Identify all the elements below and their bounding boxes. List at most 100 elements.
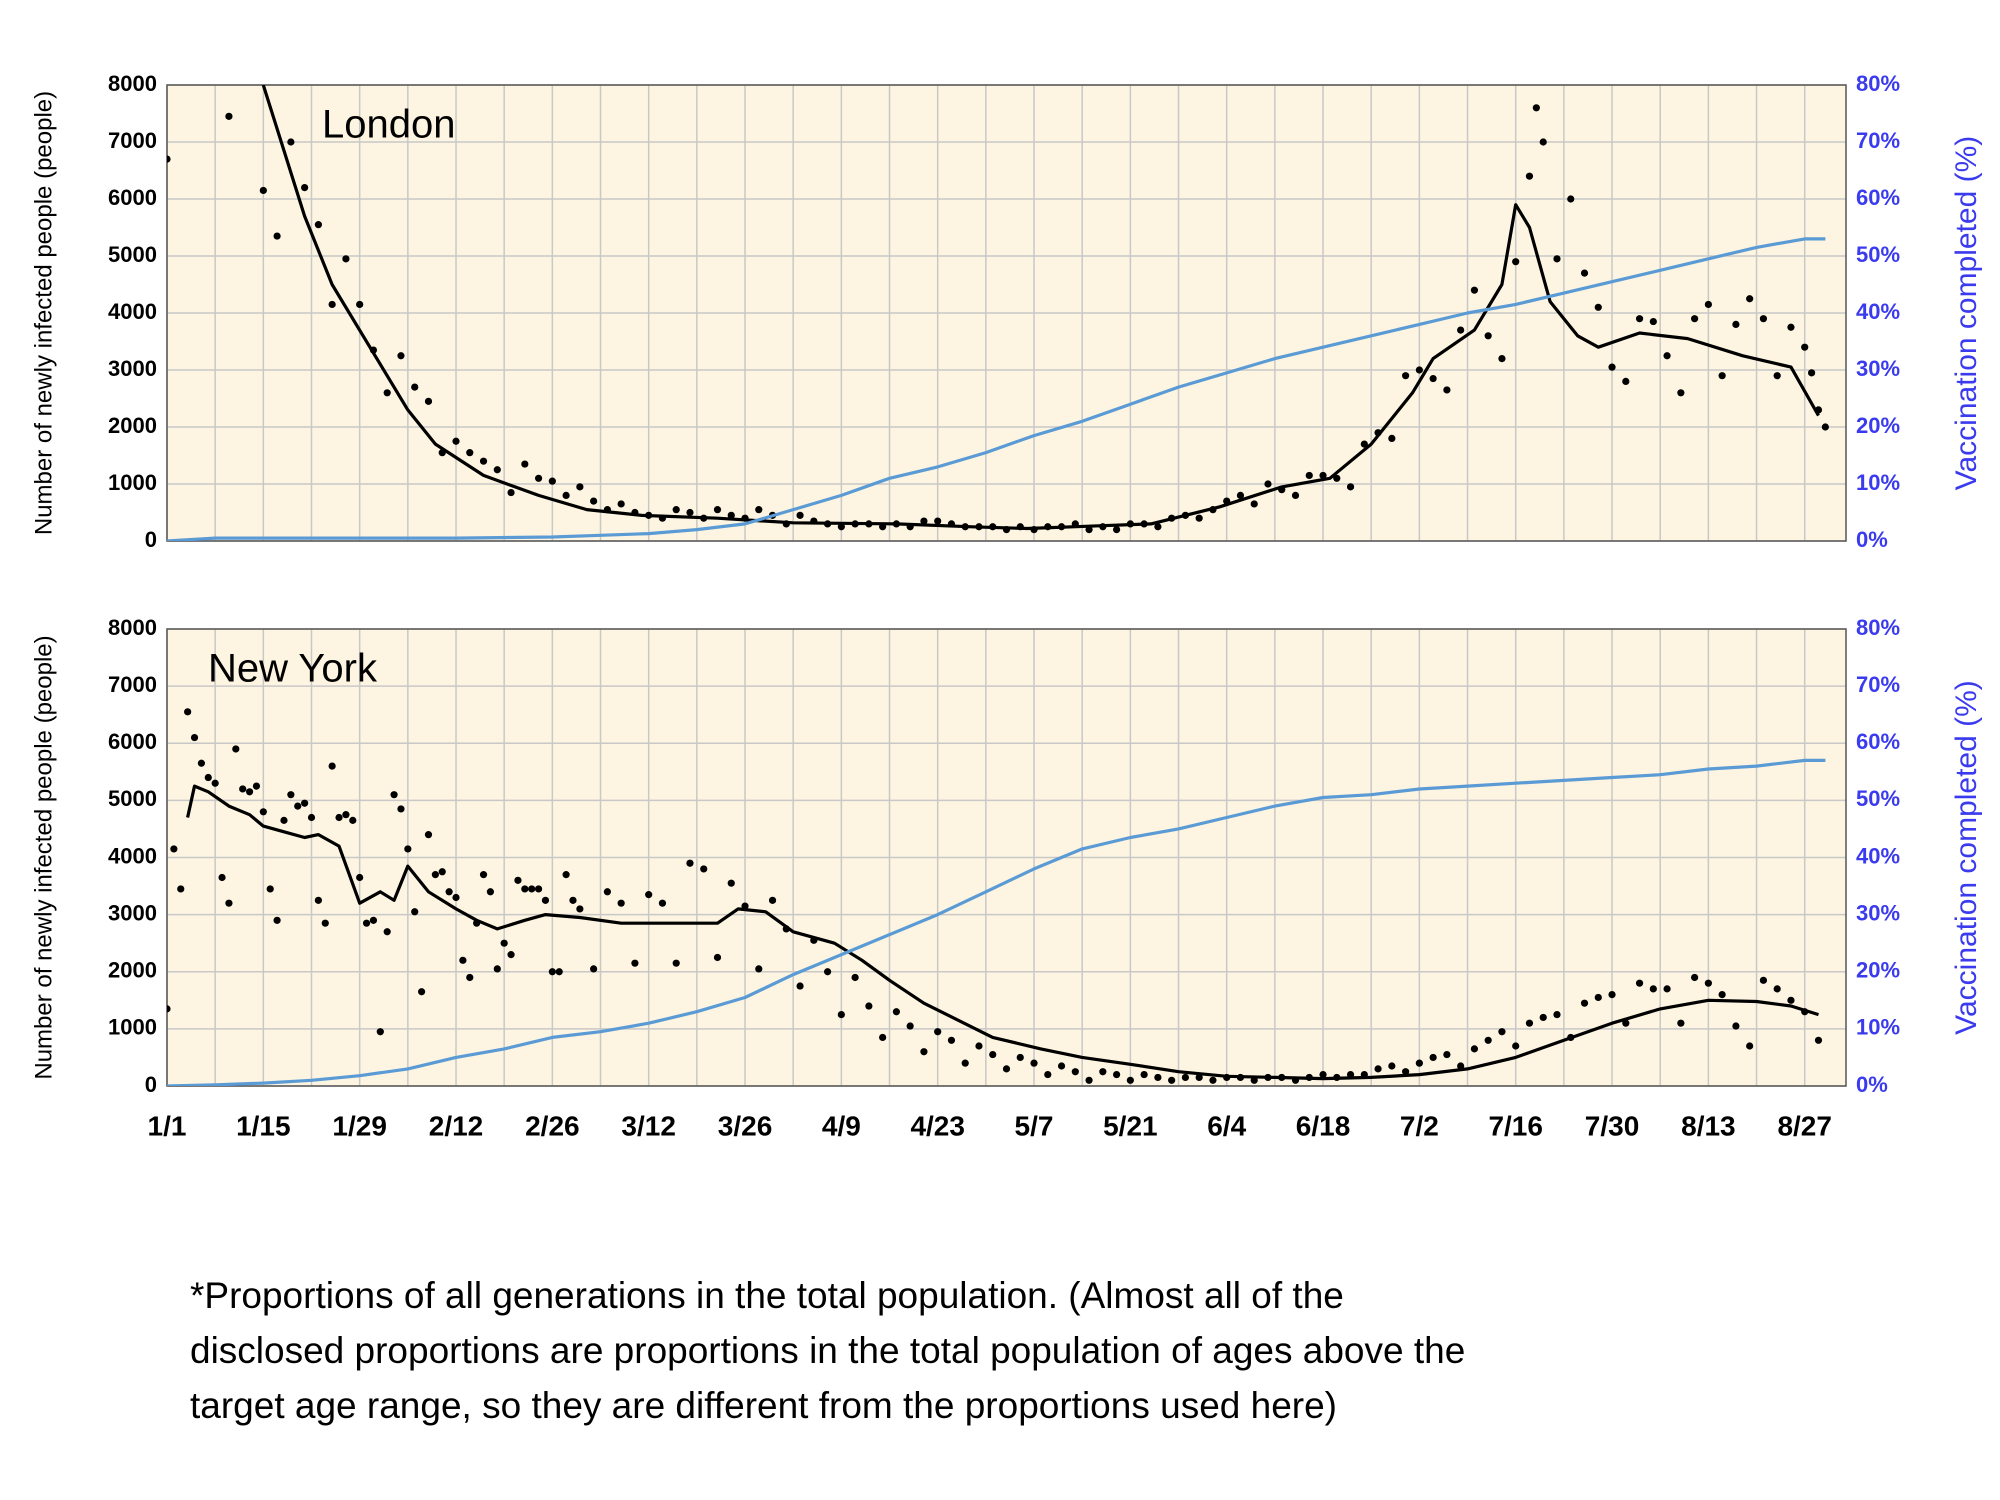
x-tick-label: 1/15 (236, 1110, 291, 1141)
y-tick-label: 3000 (108, 900, 157, 925)
data-point (1457, 1062, 1465, 1070)
data-point (1635, 315, 1644, 323)
data-point (1044, 1070, 1052, 1079)
data-point (865, 1002, 873, 1010)
chart-title: New York (208, 647, 378, 691)
data-point (218, 873, 226, 882)
data-point (541, 896, 550, 904)
x-tick-label: 3/12 (621, 1110, 676, 1141)
data-point (294, 802, 302, 810)
data-point (920, 517, 928, 525)
data-point (1236, 491, 1245, 499)
data-point (167, 155, 171, 163)
data-point (1649, 317, 1657, 326)
data-point (837, 523, 845, 531)
data-point (1195, 514, 1203, 522)
y2-tick-label: 60% (1856, 729, 1900, 754)
data-point (555, 968, 563, 976)
data-point (342, 255, 350, 263)
data-point (947, 1036, 956, 1044)
y-tick-label: 7000 (108, 672, 157, 697)
data-point (1195, 1073, 1203, 1082)
x-tick-label: 8/27 (1777, 1110, 1832, 1141)
y-tick-label: 1000 (108, 1015, 157, 1040)
data-point (245, 788, 254, 796)
data-point (1814, 1036, 1823, 1044)
data-point (301, 799, 309, 807)
data-point (961, 1059, 969, 1067)
data-point (1539, 1013, 1547, 1022)
data-point (466, 973, 474, 982)
data-point (1415, 1059, 1423, 1067)
data-point (1057, 1062, 1066, 1070)
data-point (1071, 1068, 1079, 1076)
data-point (672, 959, 680, 967)
data-point (1732, 1022, 1740, 1030)
data-point (1168, 1076, 1176, 1084)
y-tick-label: 4000 (108, 843, 157, 868)
data-point (1388, 1062, 1396, 1070)
data-point (328, 300, 336, 309)
data-point (576, 905, 584, 913)
y-tick-label: 5000 (108, 786, 157, 811)
y2-tick-label: 30% (1856, 900, 1900, 925)
data-point (479, 457, 488, 465)
data-point (1429, 1053, 1437, 1062)
data-point (1759, 315, 1768, 323)
x-tick-label: 1/29 (332, 1110, 387, 1141)
data-point (1773, 985, 1781, 993)
data-point (390, 791, 398, 799)
trend-line (261, 85, 1820, 531)
series-layer (167, 85, 1829, 541)
data-point (252, 782, 261, 790)
data-point (314, 896, 322, 904)
data-point (452, 893, 460, 902)
data-point (569, 896, 577, 904)
y2-axis-title: Vaccination completed (%) (1950, 136, 1983, 491)
data-point (280, 816, 288, 824)
data-point (975, 1042, 983, 1050)
data-point (1154, 1073, 1162, 1082)
data-point (1181, 1073, 1190, 1082)
y2-tick-label: 40% (1856, 299, 1900, 324)
x-tick-label: 5/7 (1015, 1110, 1054, 1141)
data-point (713, 953, 722, 962)
footnote-line: disclosed proportions are proportions in… (190, 1330, 1466, 1371)
x-tick-label: 7/16 (1488, 1110, 1543, 1141)
y2-tick-label: 20% (1856, 958, 1900, 983)
data-point (301, 184, 309, 192)
data-point (1677, 1019, 1685, 1027)
data-point (225, 899, 233, 907)
data-point (445, 888, 453, 896)
data-point (934, 517, 942, 525)
data-point (466, 449, 474, 457)
x-tick-label: 6/18 (1296, 1110, 1351, 1141)
data-point (1319, 1070, 1327, 1079)
data-point (1525, 172, 1534, 180)
data-point (1649, 985, 1657, 993)
vaccination-line (167, 758, 1826, 1086)
data-point (920, 1048, 928, 1056)
data-point (727, 511, 735, 519)
data-point (1360, 440, 1368, 448)
chart-title: London (322, 103, 455, 147)
trend-line (186, 784, 1819, 1081)
data-point (1443, 1050, 1451, 1059)
data-point (989, 1050, 997, 1059)
data-point (603, 888, 611, 896)
data-point (1346, 483, 1355, 491)
y-tick-label: 2000 (108, 413, 157, 438)
x-tick-label: 1/1 (148, 1110, 187, 1141)
x-tick-label: 3/26 (718, 1110, 773, 1141)
data-point (1319, 471, 1327, 480)
y-tick-label: 0 (145, 527, 157, 552)
data-point (1498, 1028, 1506, 1036)
x-tick-label: 4/23 (910, 1110, 965, 1141)
data-point (1250, 500, 1258, 508)
data-point (197, 759, 206, 767)
y2-tick-label: 50% (1856, 786, 1900, 811)
data-point (727, 879, 735, 887)
data-point (658, 899, 667, 907)
data-point (768, 896, 777, 904)
